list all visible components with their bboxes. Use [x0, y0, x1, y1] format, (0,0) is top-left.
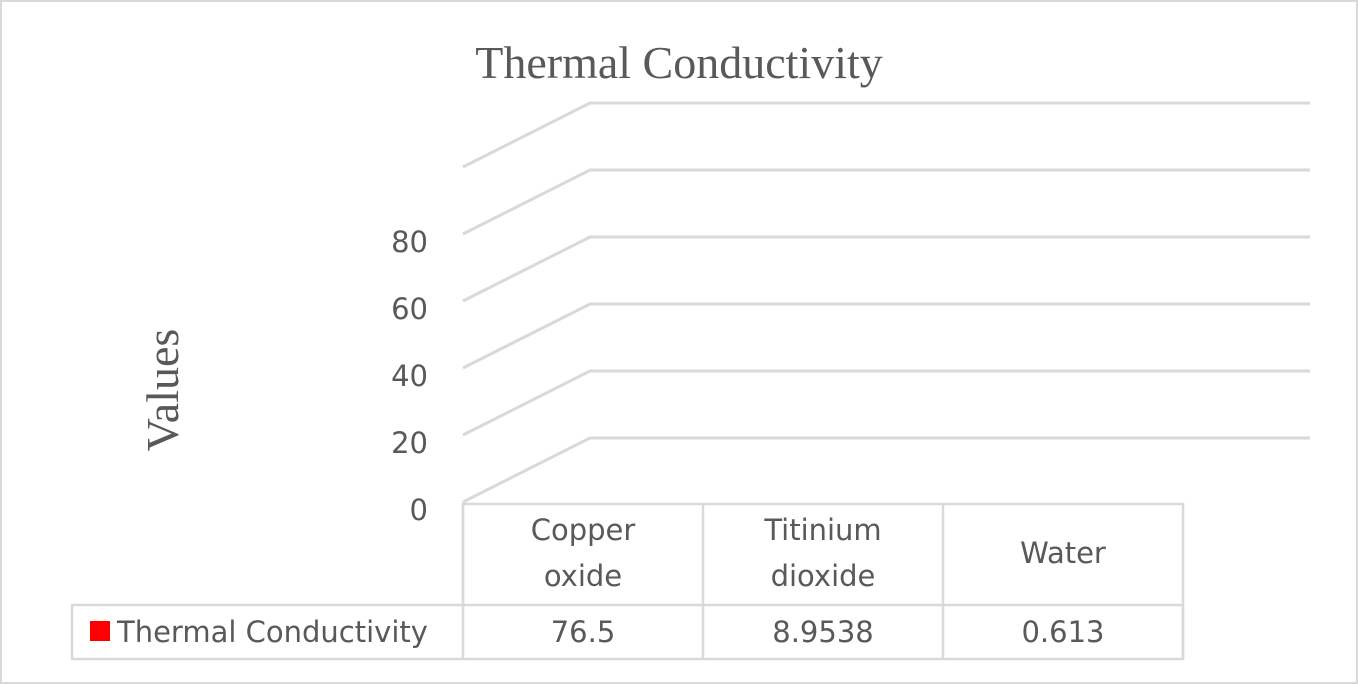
y-tick-label: 40 [391, 359, 428, 393]
table-row-border [70, 603, 1185, 661]
y-tick-label: 20 [391, 426, 428, 460]
category-label: oxide [544, 559, 622, 593]
chart-title: Thermal Conductivity [475, 37, 883, 88]
category-label: dioxide [771, 559, 876, 593]
y-tick-label: 80 [391, 225, 428, 259]
bar [587, 214, 707, 470]
gridline [462, 436, 1310, 504]
bar [827, 440, 947, 470]
y-axis-title: Values [137, 329, 188, 452]
category-label: Copper [531, 513, 636, 547]
data-table-value: 8.9538 [772, 615, 873, 649]
category-label: Titinium [763, 513, 881, 547]
gridline [462, 101, 1310, 169]
gridline [462, 302, 1310, 370]
y-tick-label: 60 [391, 292, 428, 326]
gridline [462, 235, 1310, 303]
data-table-value: 0.613 [1021, 615, 1104, 649]
category-label: Water [1020, 536, 1106, 570]
legend-label: Thermal Conductivity [116, 615, 428, 649]
gridline [462, 369, 1310, 437]
bar [1067, 468, 1187, 470]
data-table-value: 76.5 [551, 615, 616, 649]
gridline [462, 168, 1310, 236]
y-tick-label: 0 [410, 493, 428, 527]
legend-swatch [90, 621, 110, 641]
